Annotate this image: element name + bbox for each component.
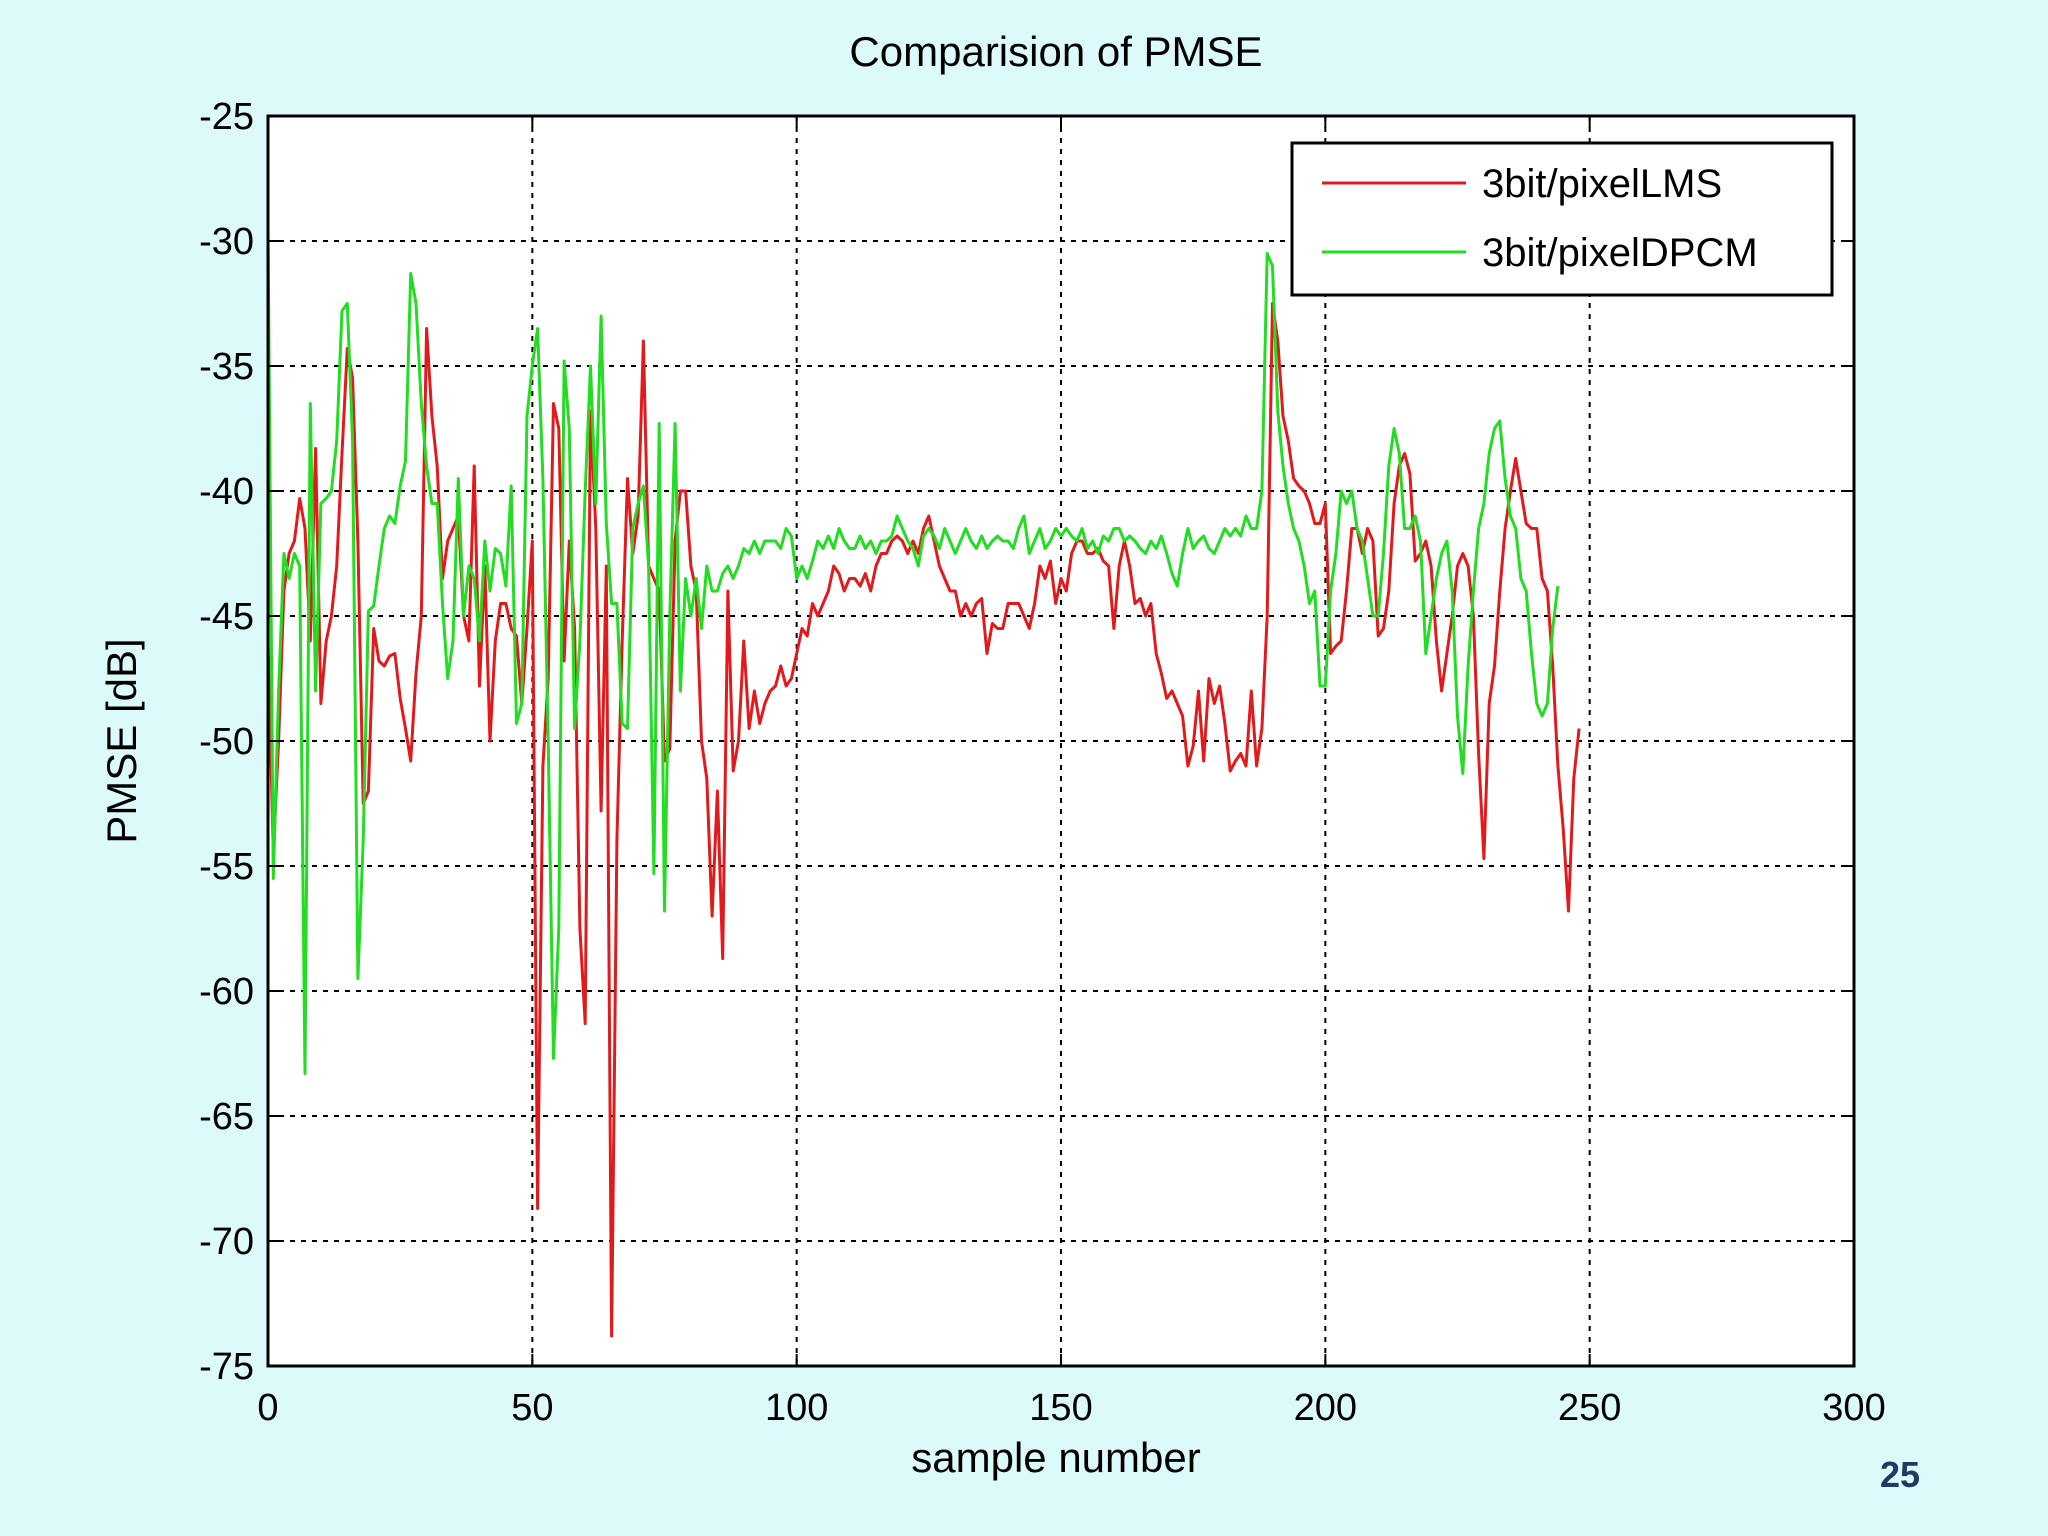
y-tick-label: -65 bbox=[199, 1096, 254, 1138]
y-tick-label: -30 bbox=[199, 221, 254, 263]
x-tick-label: 50 bbox=[511, 1387, 553, 1429]
series-line-dpcm bbox=[266, 228, 1560, 1075]
x-tick-label: 150 bbox=[1029, 1387, 1092, 1429]
y-tick-label: -35 bbox=[199, 346, 254, 388]
page-number: 25 bbox=[1880, 1454, 1921, 1495]
x-axis-title: sample number bbox=[911, 1434, 1200, 1481]
series-line-lms bbox=[266, 302, 1581, 1338]
y-tick-label: -60 bbox=[199, 971, 254, 1013]
y-tick-label: -70 bbox=[199, 1221, 254, 1263]
x-tick-label: 0 bbox=[257, 1387, 278, 1429]
y-tick-label: -25 bbox=[199, 96, 254, 138]
chart-title: Comparision of PMSE bbox=[849, 28, 1262, 75]
y-tick-label: -55 bbox=[199, 846, 254, 888]
y-tick-label: -40 bbox=[199, 471, 254, 513]
x-tick-labels: 0 50 100 150 200 250 300 bbox=[257, 1387, 1885, 1429]
y-axis-title: PMSE [dB] bbox=[98, 638, 145, 843]
tick-marks bbox=[267, 115, 1855, 1367]
series-layer bbox=[266, 228, 1581, 1338]
y-tick-label: -50 bbox=[199, 721, 254, 763]
y-tick-label: -75 bbox=[199, 1346, 254, 1388]
legend-label-lms: 3bit/pixelLMS bbox=[1482, 162, 1722, 206]
x-tick-label: 250 bbox=[1558, 1387, 1621, 1429]
legend-label-dpcm: 3bit/pixelDPCM bbox=[1482, 231, 1758, 275]
legend-box bbox=[1290, 141, 1834, 297]
x-tick-label: 300 bbox=[1822, 1387, 1885, 1429]
x-tick-label: 100 bbox=[765, 1387, 828, 1429]
legend: 3bit/pixelLMS 3bit/pixelDPCM bbox=[1290, 141, 1834, 297]
x-tick-label: 200 bbox=[1294, 1387, 1357, 1429]
y-tick-label: -45 bbox=[199, 596, 254, 638]
y-tick-labels: -25 -30 -35 -40 -45 -50 -55 -60 -65 -70 -75 bbox=[199, 96, 254, 1388]
